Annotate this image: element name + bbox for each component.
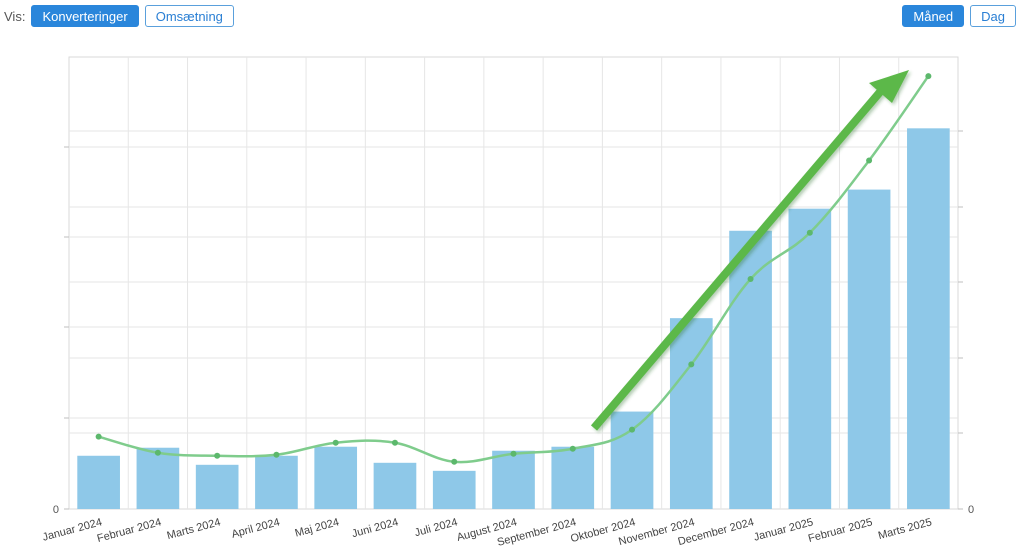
x-tick-label: Juni 2024 bbox=[351, 516, 400, 540]
line-point-maj-2024 bbox=[332, 439, 339, 446]
right-axis-zero-label: 0 bbox=[968, 504, 974, 516]
line-point-februar-2025 bbox=[866, 157, 873, 164]
x-tick-label: Marts 2025 bbox=[877, 516, 933, 542]
line-point-oktober-2024 bbox=[629, 426, 636, 433]
bar-juli-2024 bbox=[432, 470, 476, 509]
x-tick-label: Februar 2024 bbox=[96, 516, 163, 545]
line-point-marts-2025 bbox=[925, 73, 932, 80]
bar-marts-2025 bbox=[907, 128, 950, 509]
left-axis-zero-label: 0 bbox=[53, 504, 59, 516]
bar-december-2024 bbox=[729, 230, 772, 509]
x-tick-label: Februar 2025 bbox=[807, 516, 874, 545]
trend-arrow-annotation bbox=[590, 70, 909, 431]
bar-november-2024 bbox=[669, 318, 713, 509]
bar-januar-2025 bbox=[788, 208, 832, 509]
x-tick-label: Januar 2025 bbox=[752, 516, 814, 543]
bar-marts-2024 bbox=[195, 464, 239, 509]
line-point-november-2024 bbox=[688, 361, 695, 368]
bar-januar-2024 bbox=[77, 455, 120, 509]
trend-arrow-head bbox=[869, 70, 909, 103]
line-point-marts-2024 bbox=[214, 452, 221, 459]
bar-september-2024 bbox=[551, 446, 595, 509]
dag-button[interactable]: Dag bbox=[970, 5, 1016, 27]
bar-maj-2024 bbox=[314, 446, 358, 509]
line-point-april-2024 bbox=[273, 451, 280, 458]
bar-series bbox=[77, 128, 950, 509]
x-tick-label: Januar 2024 bbox=[41, 516, 103, 543]
omsaetning-button[interactable]: Omsætning bbox=[144, 5, 234, 27]
konverteringer-button[interactable]: Konverteringer bbox=[31, 5, 139, 27]
bar-august-2024 bbox=[492, 450, 535, 509]
line-point-december-2024 bbox=[747, 275, 754, 282]
line-point-september-2024 bbox=[569, 445, 576, 452]
line-point-august-2024 bbox=[510, 450, 517, 457]
maaned-button[interactable]: Måned bbox=[902, 5, 965, 27]
line-point-juli-2024 bbox=[451, 458, 458, 465]
x-tick-label: Maj 2024 bbox=[294, 516, 341, 539]
period-toolbar: Måned Dag bbox=[902, 5, 1016, 27]
metric-toolbar: Vis: Konverteringer Omsætning bbox=[4, 5, 234, 27]
x-tick-label: Marts 2024 bbox=[166, 516, 222, 542]
line-series bbox=[95, 73, 932, 465]
trend-arrow-shaft bbox=[590, 89, 884, 431]
x-tick-label: April 2024 bbox=[230, 516, 281, 540]
line-point-juni-2024 bbox=[391, 439, 398, 446]
bar-juni-2024 bbox=[373, 462, 417, 509]
line-point-januar-2025 bbox=[806, 229, 813, 236]
bar-april-2024 bbox=[255, 455, 298, 509]
bar-februar-2025 bbox=[847, 189, 891, 509]
bar-oktober-2024 bbox=[610, 411, 654, 509]
line-point-februar-2024 bbox=[154, 449, 161, 456]
line-point-januar-2024 bbox=[95, 433, 102, 440]
vis-label: Vis: bbox=[4, 8, 26, 24]
x-tick-label: Juli 2024 bbox=[413, 516, 459, 539]
bar-februar-2024 bbox=[136, 447, 180, 509]
